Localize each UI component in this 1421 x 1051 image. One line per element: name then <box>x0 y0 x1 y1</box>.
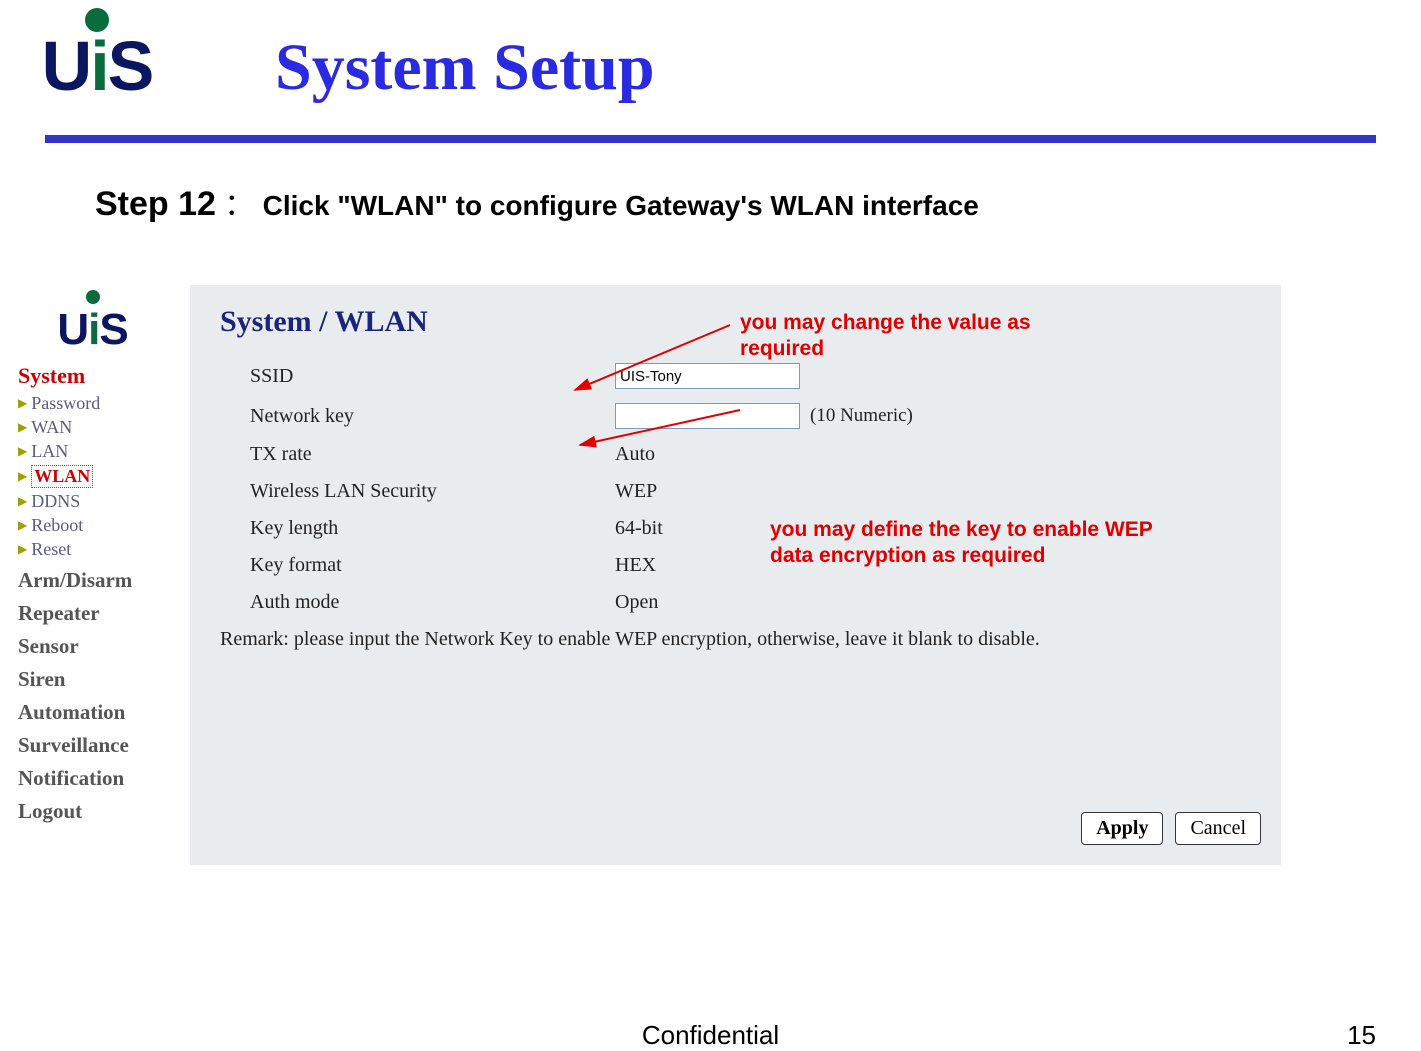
field-label: SSID <box>220 365 615 388</box>
field-value <box>615 363 800 389</box>
confidential-label: Confidential <box>642 1020 779 1051</box>
nav-sub-wan[interactable]: ▶ WAN <box>18 417 185 438</box>
ssid-input[interactable] <box>615 363 800 389</box>
bullet-icon: ▶ <box>18 494 27 509</box>
nav-main-logout[interactable]: Logout <box>18 799 185 824</box>
annotation-2: you may define the key to enable WEP dat… <box>770 517 1200 570</box>
button-row: Apply Cancel <box>1081 812 1261 845</box>
apply-button[interactable]: Apply <box>1081 812 1163 845</box>
field-value: 64-bit <box>615 517 663 540</box>
network-key-input[interactable] <box>615 403 800 429</box>
nav-sub-label: Password <box>31 393 100 414</box>
bullet-icon: ▶ <box>18 444 27 459</box>
nav-sub-label: LAN <box>31 441 68 462</box>
nav-sub-ddns[interactable]: ▶ DDNS <box>18 491 185 512</box>
embedded-screenshot: UiS System ▶ Password ▶ WAN ▶ LAN ▶ WLAN ▶ DDNS ▶ R… <box>0 285 1421 885</box>
nav-sub-lan[interactable]: ▶ LAN <box>18 441 185 462</box>
form-row-ssid: SSID <box>220 363 1251 389</box>
page-title: System Setup <box>275 30 655 106</box>
field-value: Open <box>615 591 658 614</box>
bullet-icon: ▶ <box>18 420 27 435</box>
field-value: (10 Numeric) <box>615 403 913 429</box>
nav-main-automation[interactable]: Automation <box>18 700 185 725</box>
title-underline <box>45 135 1376 143</box>
field-label: Wireless LAN Security <box>220 480 615 503</box>
nav-sub-password[interactable]: ▶ Password <box>18 393 185 414</box>
nav-logo-dot-icon <box>86 290 100 304</box>
nav-main-arm-disarm[interactable]: Arm/Disarm <box>18 568 185 593</box>
form-row-auth-mode: Auth modeOpen <box>220 591 1251 614</box>
field-value: Auto <box>615 443 655 466</box>
nav-main-repeater[interactable]: Repeater <box>18 601 185 626</box>
field-value: WEP <box>615 480 657 503</box>
nav-sub-reboot[interactable]: ▶ Reboot <box>18 515 185 536</box>
nav-sub-reset[interactable]: ▶ Reset <box>18 539 185 560</box>
form-row-wireless-lan-security: Wireless LAN SecurityWEP <box>220 480 1251 503</box>
page-number: 15 <box>1347 1020 1376 1051</box>
step-instruction: Step 12 ： Click "WLAN" to configure Gate… <box>95 180 979 224</box>
nav-heading-system[interactable]: System <box>18 363 185 389</box>
step-colon: ： <box>224 189 254 222</box>
cancel-button[interactable]: Cancel <box>1175 812 1261 845</box>
nav-main-surveillance[interactable]: Surveillance <box>18 733 185 758</box>
nav-logo-word: UiS <box>57 305 127 354</box>
nav-logo: UiS <box>0 285 185 363</box>
field-label: Key length <box>220 517 615 540</box>
remark-text: Remark: please input the Network Key to … <box>220 628 1251 651</box>
logo-s: S <box>108 27 153 105</box>
field-value: HEX <box>615 554 656 577</box>
annotation-1: you may change the value as required <box>740 310 1100 363</box>
uis-logo: UiS <box>12 2 182 112</box>
nav-main-sensor[interactable]: Sensor <box>18 634 185 659</box>
bullet-icon: ▶ <box>18 542 27 557</box>
bullet-icon: ▶ <box>18 396 27 411</box>
nav-main-siren[interactable]: Siren <box>18 667 185 692</box>
field-label: Network key <box>220 405 615 428</box>
bullet-icon: ▶ <box>18 469 27 484</box>
field-label: Key format <box>220 554 615 577</box>
field-label: TX rate <box>220 443 615 466</box>
form-row-tx-rate: TX rateAuto <box>220 443 1251 466</box>
field-label: Auth mode <box>220 591 615 614</box>
form-row-network-key: Network key (10 Numeric) <box>220 403 1251 429</box>
nav-sub-label: DDNS <box>31 491 80 512</box>
bullet-icon: ▶ <box>18 518 27 533</box>
nav-sub-label: WLAN <box>31 465 93 488</box>
nav-sub-label: Reboot <box>31 515 83 536</box>
wlan-panel: System / WLAN SSIDNetwork key(10 Numeric… <box>190 285 1281 865</box>
field-suffix: (10 Numeric) <box>810 405 913 426</box>
nav-section: System ▶ Password ▶ WAN ▶ LAN ▶ WLAN ▶ DDNS ▶ Reboo… <box>0 363 185 824</box>
step-text: Click "WLAN" to configure Gateway's WLAN… <box>263 190 979 221</box>
nav-main-notification[interactable]: Notification <box>18 766 185 791</box>
slide-header: UiS System Setup <box>0 0 1421 140</box>
nav-sub-label: WAN <box>31 417 72 438</box>
logo-wordmark: UiS <box>42 26 153 106</box>
left-nav: UiS System ▶ Password ▶ WAN ▶ LAN ▶ WLAN ▶ DDNS ▶ R… <box>0 285 185 832</box>
nav-sub-label: Reset <box>31 539 71 560</box>
logo-u: U <box>42 27 91 105</box>
nav-sub-wlan[interactable]: ▶ WLAN <box>18 465 185 488</box>
logo-i: i <box>90 27 107 105</box>
step-number: Step 12 <box>95 185 216 223</box>
